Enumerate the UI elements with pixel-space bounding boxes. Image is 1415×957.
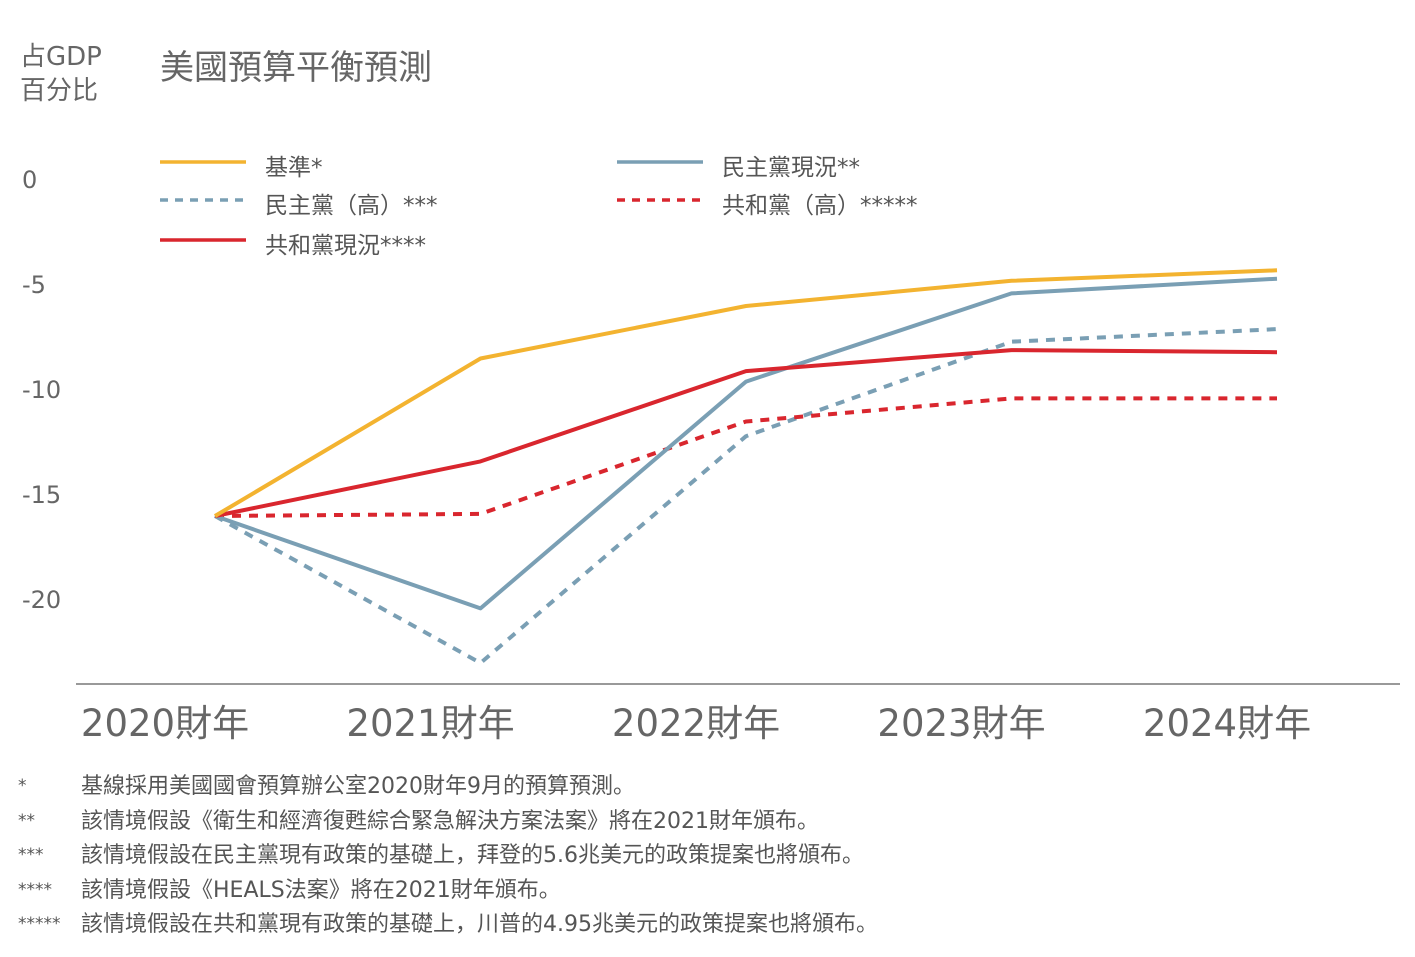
series-line <box>214 396 1277 518</box>
series-line <box>214 276 1278 611</box>
footnote-text: 該情境假設在民主黨現有政策的基礎上，拜登的5.6兆美元的政策提案也將頒布。 <box>81 843 864 868</box>
x-tick-label: 2022財年 <box>612 702 780 745</box>
y-axis-unit-label: 占GDP 百分比 <box>20 40 102 108</box>
x-tick-label: 2020財年 <box>81 702 249 745</box>
footnotes: * 基線採用美國國會預算辦公室2020財年9月的預算預測。 ** 該情境假設《衛… <box>18 768 1398 941</box>
y-tick-label: -20 <box>22 586 61 614</box>
footnote-mark: ** <box>18 810 35 831</box>
series-line <box>213 268 1278 518</box>
chart-title: 美國預算平衡預測 <box>160 48 432 88</box>
footnote-mark: **** <box>18 879 52 900</box>
x-tick-label: 2021財年 <box>346 702 514 745</box>
footnote-mark: *** <box>18 845 44 865</box>
legend-swatch <box>160 198 246 202</box>
footnote-text: 該情境假設《HEALS法案》將在2021財年頒布。 <box>81 877 561 903</box>
legend-label: 基準* <box>265 155 323 181</box>
x-tick-label: 2024財年 <box>1143 702 1311 745</box>
series-line <box>214 348 1278 518</box>
y-tick-label: -15 <box>22 481 61 509</box>
x-tick-label: 2023財年 <box>877 702 1045 745</box>
y-tick-label: -10 <box>22 376 61 404</box>
footnote-mark: * <box>18 776 27 796</box>
legend-swatch <box>160 160 246 164</box>
legend-label: 共和黨現況**** <box>265 233 426 259</box>
footnote-mark: ***** <box>18 914 61 934</box>
legend-label: 民主黨（高）*** <box>265 193 438 219</box>
y-tick-label: 0 <box>22 166 37 194</box>
y-axis-unit-line1: 占GDP <box>20 42 102 72</box>
budget-balance-chart: 0 -5 -10 -15 -20 2020財年 2021財年 2022財年 2023財年 2024… <box>22 166 1400 745</box>
footnote-row: ** 該情境假設《衛生和經濟復甦綜合緊急解決方案法案》將在2021財年頒布。 <box>18 803 1398 838</box>
legend-swatch <box>617 160 703 164</box>
footnote-row: ***** 該情境假設在共和黨現有政策的基礎上，川普的4.95兆美元的政策提案也… <box>18 906 1398 941</box>
legend-label: 民主黨現況** <box>722 155 860 181</box>
legend-swatch <box>617 198 703 202</box>
footnote-text: 該情境假設《衛生和經濟復甦綜合緊急解決方案法案》將在2021財年頒布。 <box>81 808 819 834</box>
legend-swatch <box>160 238 246 242</box>
footnote-row: *** 該情境假設在民主黨現有政策的基礎上，拜登的5.6兆美元的政策提案也將頒布… <box>18 837 1398 872</box>
footnote-row: * 基線採用美國國會預算辦公室2020財年9月的預算預測。 <box>18 768 1398 803</box>
y-axis-unit-line2: 百分比 <box>20 76 99 106</box>
footnote-text: 基線採用美國國會預算辦公室2020財年9月的預算預測。 <box>81 774 635 799</box>
footnote-row: **** 該情境假設《HEALS法案》將在2021財年頒布。 <box>18 872 1398 907</box>
footnote-text: 該情境假設在共和黨現有政策的基礎上，川普的4.95兆美元的政策提案也將頒布。 <box>81 912 878 937</box>
legend-label: 共和黨（高）***** <box>722 193 918 219</box>
series-line <box>214 327 1278 665</box>
y-tick-label: -5 <box>22 271 46 299</box>
